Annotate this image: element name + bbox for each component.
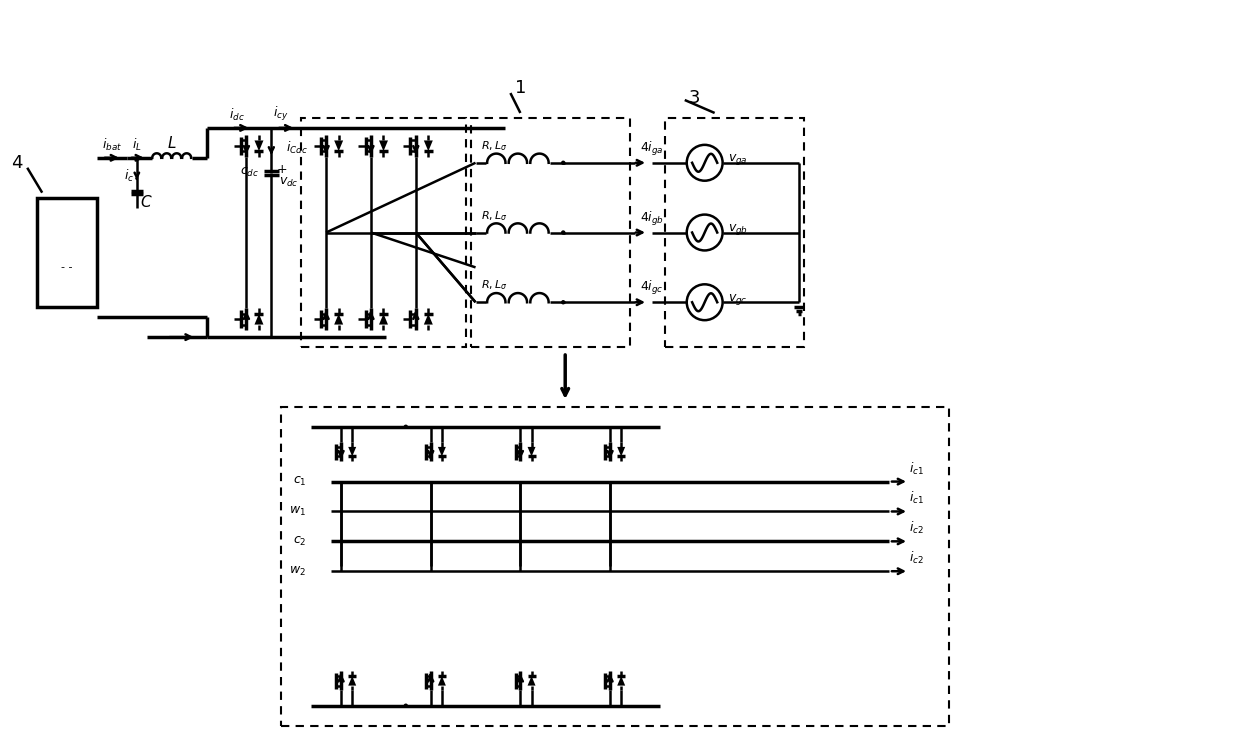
Circle shape (687, 145, 723, 181)
Polygon shape (379, 314, 388, 324)
Text: $i_{bat}$: $i_{bat}$ (102, 137, 122, 153)
Circle shape (562, 161, 564, 164)
Polygon shape (424, 314, 433, 324)
Polygon shape (254, 141, 263, 151)
Text: $4i_{ga}$: $4i_{ga}$ (640, 140, 663, 158)
Text: L: L (167, 136, 176, 151)
Text: $i_{c1}$: $i_{c1}$ (909, 490, 924, 506)
Text: $c_2$: $c_2$ (293, 535, 306, 548)
Text: 4: 4 (11, 154, 24, 172)
Polygon shape (438, 676, 446, 685)
Text: $4i_{gc}$: $4i_{gc}$ (640, 279, 663, 297)
Circle shape (687, 284, 723, 320)
Text: $w_1$: $w_1$ (289, 505, 306, 518)
Text: $R,L_{\sigma}$: $R,L_{\sigma}$ (481, 139, 507, 153)
Text: $R,L_{\sigma}$: $R,L_{\sigma}$ (481, 209, 507, 223)
Polygon shape (335, 141, 343, 151)
Polygon shape (379, 141, 388, 151)
Polygon shape (618, 447, 625, 456)
Bar (37, 198, 97, 307)
Polygon shape (424, 141, 433, 151)
Polygon shape (335, 314, 343, 324)
Text: $v_{ga}$: $v_{ga}$ (728, 153, 748, 167)
Circle shape (404, 425, 407, 428)
Bar (470, 118, 630, 347)
Text: $i_{c2}$: $i_{c2}$ (909, 520, 924, 537)
Polygon shape (254, 314, 263, 324)
Text: $c_1$: $c_1$ (293, 475, 306, 488)
Text: $v_{gc}$: $v_{gc}$ (728, 292, 748, 307)
Circle shape (404, 705, 407, 708)
Text: -: - (269, 170, 274, 182)
Circle shape (687, 214, 723, 251)
Text: $i_{cy}$: $i_{cy}$ (274, 105, 289, 123)
Text: $4i_{gb}$: $4i_{gb}$ (640, 209, 665, 228)
Text: $i_{c2}$: $i_{c2}$ (909, 550, 924, 566)
Polygon shape (348, 447, 356, 456)
Text: $v_{gb}$: $v_{gb}$ (728, 222, 748, 237)
Polygon shape (348, 676, 356, 685)
Text: $i_{dc}$: $i_{dc}$ (228, 107, 244, 123)
Text: $w_2$: $w_2$ (289, 565, 306, 578)
Text: +: + (277, 164, 286, 176)
Bar (281, 407, 949, 726)
Text: $v_{dc}$: $v_{dc}$ (279, 176, 299, 189)
Bar (665, 118, 805, 347)
Polygon shape (438, 447, 446, 456)
Text: 3: 3 (689, 89, 701, 107)
Text: $i_{Cdc}$: $i_{Cdc}$ (286, 140, 308, 156)
Bar (301, 118, 465, 347)
Circle shape (562, 231, 564, 234)
Circle shape (562, 301, 564, 304)
Text: - -: - - (61, 262, 73, 273)
Text: $i_L$: $i_L$ (131, 137, 141, 153)
Text: $i_c$: $i_c$ (124, 168, 134, 184)
Text: C: C (141, 195, 151, 210)
Polygon shape (618, 676, 625, 685)
Text: $R,L_{\sigma}$: $R,L_{\sigma}$ (481, 279, 507, 293)
Text: 1: 1 (515, 79, 526, 97)
Polygon shape (527, 447, 536, 456)
Text: $i_{c1}$: $i_{c1}$ (909, 461, 924, 477)
Text: $c_{dc}$: $c_{dc}$ (241, 166, 259, 179)
Polygon shape (527, 676, 536, 685)
